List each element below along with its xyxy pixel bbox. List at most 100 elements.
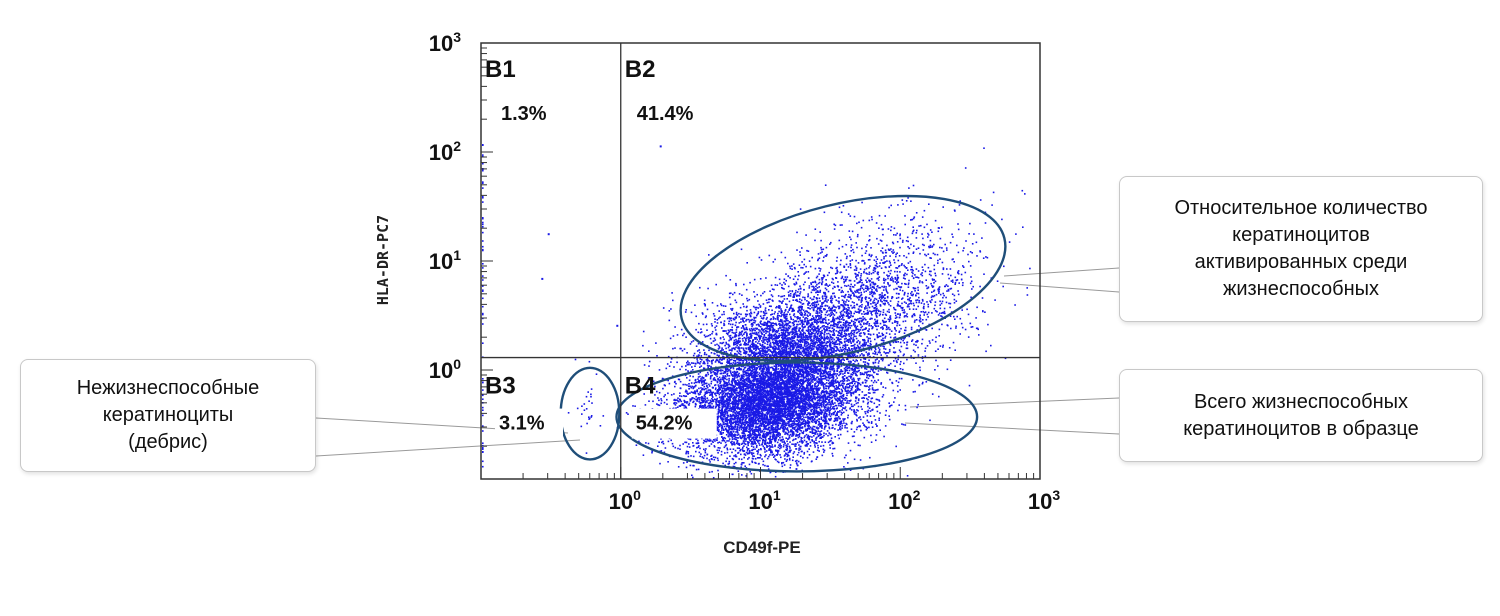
data-point: [836, 393, 838, 396]
data-point: [752, 403, 755, 406]
data-point: [721, 429, 723, 431]
data-point: [738, 427, 741, 429]
data-point: [793, 432, 795, 435]
data-point: [741, 474, 743, 476]
data-point: [685, 466, 688, 469]
data-point: [790, 420, 793, 422]
data-point: [803, 419, 805, 421]
data-point: [812, 376, 814, 379]
data-point: [713, 377, 716, 379]
data-point: [783, 367, 786, 370]
data-point: [775, 414, 778, 417]
data-point: [749, 398, 751, 400]
data-point: [663, 401, 666, 404]
data-point: [822, 436, 824, 438]
data-point: [725, 423, 727, 426]
data-point: [827, 379, 830, 382]
data-point: [842, 362, 845, 364]
data-point: [863, 385, 866, 387]
data-point: [797, 423, 799, 425]
data-point: [739, 351, 742, 353]
data-point: [754, 426, 757, 429]
data-point: [756, 453, 759, 455]
data-point: [782, 403, 784, 405]
data-point: [740, 425, 743, 428]
data-point: [813, 385, 816, 387]
data-point: [779, 454, 781, 456]
data-point: [733, 455, 735, 457]
data-point: [798, 403, 801, 406]
data-point: [828, 359, 831, 362]
data-point: [761, 390, 763, 392]
data-point: [696, 355, 698, 357]
data-point: [771, 454, 774, 456]
data-point: [811, 432, 814, 435]
data-point: [802, 398, 805, 401]
data-point: [837, 367, 840, 369]
data-point: [793, 411, 796, 413]
data-point: [687, 360, 689, 363]
data-point: [771, 380, 773, 383]
data-point: [764, 372, 766, 375]
data-point: [858, 425, 860, 428]
data-point: [694, 392, 697, 395]
data-point: [748, 426, 751, 429]
data-point: [748, 450, 751, 453]
data-point: [776, 460, 779, 463]
data-point: [823, 407, 826, 409]
data-point: [817, 355, 819, 357]
data-point: [711, 458, 713, 461]
data-point: [721, 403, 723, 405]
data-point: [872, 376, 875, 379]
data-point: [798, 375, 801, 378]
data-point: [879, 412, 881, 414]
data-point: [727, 401, 729, 404]
data-point: [700, 405, 703, 408]
data-point: [741, 442, 744, 445]
data-point: [769, 436, 772, 438]
data-point: [749, 420, 751, 422]
data-point: [810, 405, 812, 408]
data-point: [767, 379, 769, 382]
data-point: [740, 389, 742, 392]
data-point: [820, 375, 823, 378]
data-point: [682, 443, 684, 445]
data-point: [767, 432, 770, 434]
data-point: [829, 396, 832, 399]
data-point: [788, 410, 791, 413]
data-point: [815, 437, 817, 440]
data-point: [748, 425, 750, 428]
data-point: [730, 392, 733, 395]
data-point: [698, 387, 700, 390]
data-point: [813, 395, 816, 398]
data-point: [781, 373, 783, 375]
data-point: [736, 441, 738, 443]
data-point: [743, 367, 746, 369]
data-point: [764, 393, 766, 395]
data-point: [805, 406, 807, 409]
data-point: [720, 411, 723, 413]
data-point: [696, 397, 699, 400]
data-point: [745, 342, 748, 345]
data-point: [716, 371, 719, 374]
data-point: [867, 344, 869, 347]
data-point: [870, 401, 873, 403]
data-point: [733, 380, 736, 383]
data-point: [736, 432, 739, 434]
data-point: [793, 422, 795, 425]
data-point: [766, 354, 769, 356]
data-point: [716, 397, 718, 400]
data-point: [862, 422, 864, 424]
data-point: [700, 402, 703, 404]
data-point: [753, 429, 755, 431]
data-point: [739, 413, 742, 416]
data-point: [769, 383, 771, 386]
data-point: [702, 401, 704, 403]
data-point: [829, 394, 832, 396]
data-point: [852, 384, 855, 387]
data-point: [755, 367, 758, 369]
data-point: [697, 356, 700, 358]
data-point: [802, 405, 805, 408]
data-point: [684, 391, 687, 393]
data-point: [722, 404, 725, 407]
